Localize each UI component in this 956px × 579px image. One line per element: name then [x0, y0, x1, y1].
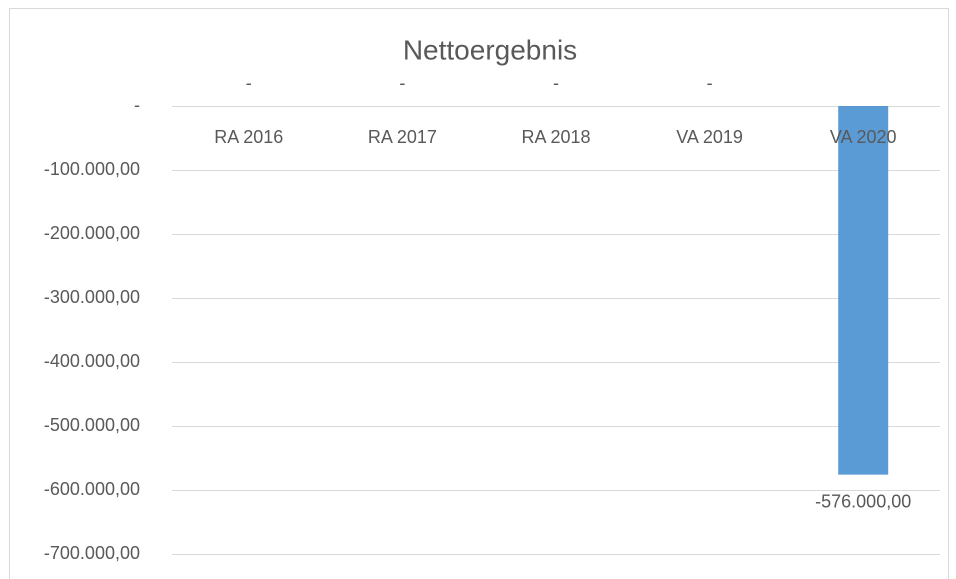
data-label: - [553, 73, 559, 93]
x-tick-label: VA 2019 [676, 127, 743, 147]
y-tick-label: -700.000,00 [44, 543, 140, 563]
chart-border [9, 8, 949, 579]
data-label: - [399, 73, 405, 93]
bar [838, 106, 889, 475]
chart-title: Nettoergebnis [403, 34, 577, 65]
y-tick-label: -600.000,00 [44, 479, 140, 499]
y-tick-label: -300.000,00 [44, 287, 140, 307]
x-tick-label: RA 2018 [521, 127, 590, 147]
data-label: - [246, 73, 252, 93]
data-label: - [707, 73, 713, 93]
data-label: -576.000,00 [815, 491, 911, 511]
x-tick-label: VA 2020 [830, 127, 897, 147]
y-tick-label: -200.000,00 [44, 223, 140, 243]
y-tick-label: -500.000,00 [44, 415, 140, 435]
x-tick-label: RA 2016 [214, 127, 283, 147]
y-tick-label: -400.000,00 [44, 351, 140, 371]
x-tick-label: RA 2017 [368, 127, 437, 147]
y-tick-label: - [134, 95, 140, 115]
y-tick-label: -100.000,00 [44, 159, 140, 179]
